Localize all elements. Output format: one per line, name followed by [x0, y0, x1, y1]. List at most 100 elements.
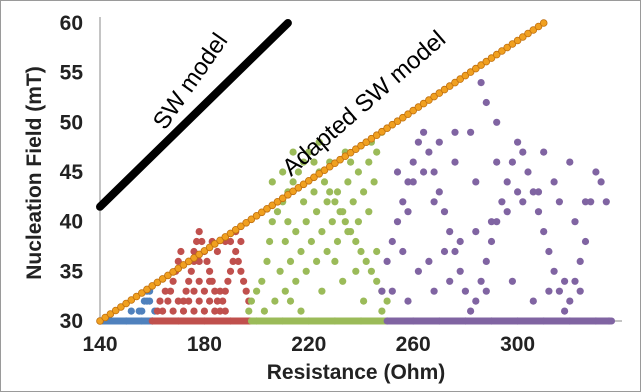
data-point — [451, 247, 459, 256]
data-point — [216, 307, 224, 315]
data-point — [561, 277, 569, 285]
data-point — [206, 277, 214, 285]
data-point — [182, 287, 190, 295]
data-point — [409, 158, 417, 166]
data-point — [378, 307, 386, 315]
adapted-sw-point — [471, 64, 480, 73]
data-point — [232, 247, 240, 256]
data-point — [174, 297, 182, 305]
data-point — [294, 168, 302, 176]
adapted-sw-point — [456, 75, 465, 83]
data-point — [245, 307, 253, 315]
data-point — [341, 218, 349, 226]
data-point — [226, 267, 235, 275]
data-point — [472, 178, 480, 186]
adapted-sw-point — [179, 261, 188, 269]
data-point — [146, 297, 154, 305]
adapted-sw-point — [331, 159, 339, 168]
data-point — [159, 307, 167, 315]
adapted-sw-model-series — [96, 19, 548, 325]
data-point — [367, 267, 375, 275]
data-point — [414, 267, 422, 275]
adapted-sw-point — [492, 50, 501, 59]
data-point — [508, 277, 516, 285]
data-point — [292, 228, 300, 236]
data-point — [440, 247, 449, 256]
data-point — [153, 307, 161, 315]
data-point — [276, 267, 284, 275]
data-point — [297, 307, 305, 315]
data-point — [323, 198, 331, 206]
data-point — [404, 178, 412, 186]
adapted-sw-point — [164, 271, 172, 280]
data-point — [404, 297, 412, 305]
data-point — [362, 257, 370, 265]
data-point — [305, 148, 313, 156]
data-point — [307, 237, 315, 246]
adapted-sw-point — [216, 236, 224, 245]
data-point — [318, 287, 326, 295]
data-point — [213, 297, 221, 305]
data-point — [164, 297, 172, 305]
data-point — [482, 98, 490, 107]
data-point — [540, 228, 548, 236]
adapted-sw-point — [263, 205, 271, 213]
data-point — [169, 277, 177, 285]
data-point — [333, 188, 342, 196]
data-point — [179, 297, 188, 305]
data-point — [519, 148, 527, 156]
adapted-sw-point — [351, 145, 360, 154]
adapted-sw-point — [242, 219, 251, 227]
data-point — [354, 218, 362, 226]
data-point — [200, 307, 208, 315]
x-tick-label: 180 — [187, 333, 222, 356]
adapted-sw-point — [96, 317, 104, 325]
data-point — [581, 198, 590, 206]
adapted-sw-point — [158, 275, 167, 283]
adapted-sw-point — [226, 229, 235, 238]
data-point — [519, 198, 527, 206]
x-tick-label: 300 — [500, 333, 535, 356]
adapted-sw-point — [529, 26, 538, 34]
adapted-sw-point — [503, 43, 512, 52]
y-tick-label: 40 — [60, 211, 83, 234]
adapted-sw-point — [148, 282, 157, 290]
adapted-sw-point — [195, 250, 204, 259]
adapted-sw-point — [284, 191, 292, 199]
data-point — [138, 307, 146, 315]
adapted-sw-point — [466, 68, 475, 76]
adapted-sw-point — [122, 299, 130, 308]
data-point — [247, 297, 255, 305]
data-point — [260, 307, 268, 315]
data-point — [195, 277, 203, 285]
adapted-sw-point — [205, 243, 214, 252]
adapted-sw-point — [461, 71, 470, 80]
data-point — [373, 247, 381, 256]
data-point — [292, 277, 300, 285]
adapted-sw-point — [304, 177, 313, 185]
data-point — [195, 297, 203, 305]
adapted-sw-point — [357, 141, 365, 150]
data-point — [354, 168, 362, 176]
adapted-sw-point — [111, 306, 120, 315]
data-point — [409, 178, 417, 186]
data-point — [281, 287, 289, 295]
adapted-sw-point — [524, 29, 532, 38]
adapted-sw-point — [169, 268, 177, 276]
data-point — [211, 307, 219, 315]
data-point — [420, 128, 428, 136]
data-point — [300, 158, 308, 166]
data-point — [273, 208, 282, 216]
adapted-sw-point — [508, 40, 517, 48]
data-point — [258, 277, 266, 285]
data-point — [268, 218, 276, 226]
data-point — [313, 257, 321, 265]
adapted-sw-point — [190, 254, 198, 262]
data-point — [195, 257, 203, 265]
adapted-sw-point — [237, 222, 245, 231]
adapted-sw-point — [487, 54, 496, 62]
data-point — [482, 287, 490, 295]
adapted-sw-point — [534, 22, 543, 31]
cluster-3 — [378, 79, 613, 325]
data-point — [451, 158, 459, 166]
